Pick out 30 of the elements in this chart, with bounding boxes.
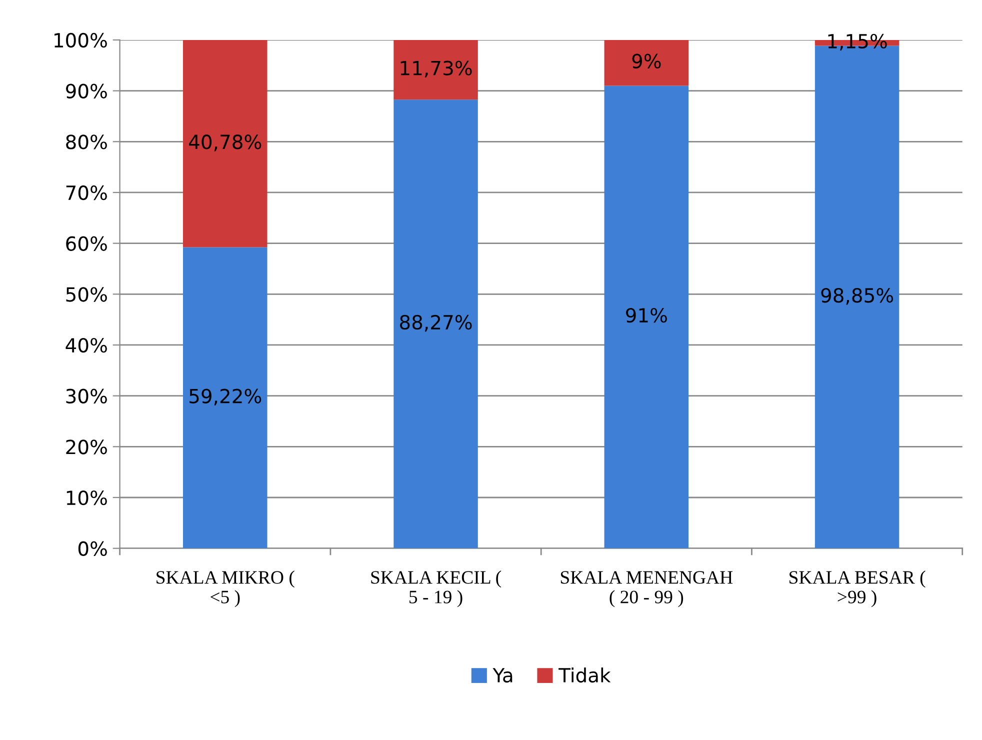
y-tick-label: 0% <box>78 541 107 556</box>
data-label: 91% <box>626 308 667 323</box>
x-tick-label: SKALA KECIL ( 5 - 19 ) <box>371 570 501 608</box>
legend-label: Ya <box>492 668 512 683</box>
y-tick-label: 30% <box>66 388 107 404</box>
y-tick-label: 100% <box>54 32 107 48</box>
data-label: 88,27% <box>400 314 472 332</box>
bar <box>182 247 268 548</box>
y-tick-label: 50% <box>66 287 107 302</box>
bar <box>604 40 689 86</box>
bar <box>394 100 478 548</box>
y-tick-label: 80% <box>66 134 107 150</box>
bar <box>182 40 268 248</box>
y-tick-label: 20% <box>66 440 107 454</box>
x-tick-label: SKALA BESAR ( >99 ) <box>790 570 926 608</box>
y-tick-label: 90% <box>66 84 107 98</box>
y-tick-label: 10% <box>66 490 107 506</box>
bar <box>604 86 689 548</box>
bar <box>394 40 478 100</box>
y-tick-label: 60% <box>66 236 107 251</box>
data-label: 9% <box>632 54 661 68</box>
data-label: 40,78% <box>189 134 262 152</box>
y-tick-label: 70% <box>66 185 107 200</box>
y-tick-label: 40% <box>66 338 107 353</box>
legend-label: Tidak <box>558 668 611 683</box>
data-label: 11,73% <box>400 60 472 78</box>
data-label: 98,85% <box>821 288 894 305</box>
data-label: 59,22% <box>190 388 262 406</box>
x-tick-label: SKALA MIKRO ( <5 ) <box>156 570 294 608</box>
x-tick-label: SKALA MENENGAH ( 20 - 99 ) <box>560 571 733 608</box>
